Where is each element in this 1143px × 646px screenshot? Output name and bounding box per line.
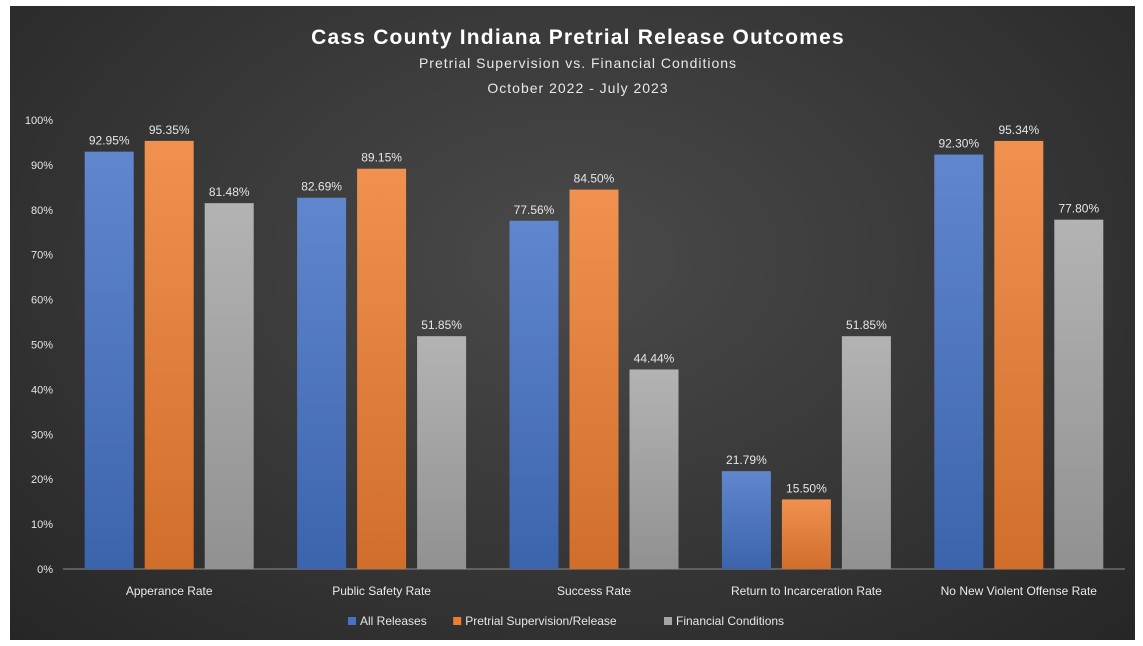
bar — [297, 197, 347, 569]
data-label: 21.79% — [726, 453, 767, 467]
y-tick-label: 60% — [31, 295, 53, 307]
legend-swatch — [453, 617, 462, 625]
data-label: 51.85% — [421, 318, 462, 332]
legend: All Releases Pretrial Supervision/Release… — [348, 614, 784, 628]
chart-panel: Cass County Indiana Pretrial Release Out… — [10, 6, 1135, 640]
legend-swatch — [664, 617, 672, 625]
data-label: 81.48% — [209, 185, 250, 199]
y-tick-label: 90% — [31, 160, 53, 172]
x-category-label: Public Safety Rate — [332, 584, 431, 598]
data-label: 95.34% — [998, 123, 1039, 137]
bar — [357, 168, 407, 570]
bar — [934, 154, 984, 569]
data-label: 15.50% — [786, 481, 827, 495]
bar — [994, 140, 1044, 569]
bar — [204, 203, 254, 570]
data-label: 51.85% — [846, 318, 887, 332]
x-category-label: No New Violent Offense Rate — [941, 584, 1098, 598]
bar — [509, 220, 559, 569]
y-tick-label: 30% — [31, 429, 53, 441]
bar — [629, 369, 679, 569]
data-label: 84.50% — [574, 172, 615, 186]
x-category-label: Success Rate — [557, 584, 631, 598]
bar — [781, 499, 831, 569]
y-tick-label: 10% — [31, 519, 53, 531]
data-label: 95.35% — [149, 123, 190, 137]
y-tick-label: 20% — [31, 474, 53, 486]
chart-subtitle-line-1: Pretrial Supervision vs. Financial Condi… — [419, 55, 737, 71]
axis-layer: 0% 10% 20% 30% 40% 50% 60% 70% 80% 90% 100% Apperan… — [25, 115, 1125, 598]
x-category-label: Return to Incarceration Rate — [731, 584, 882, 598]
bar — [841, 336, 891, 569]
y-tick-label: 0% — [37, 564, 53, 576]
y-tick-label: 80% — [31, 205, 53, 217]
bar-chart: Cass County Indiana Pretrial Release Out… — [25, 26, 1125, 628]
data-label: 92.30% — [938, 137, 979, 151]
bar — [144, 140, 194, 570]
y-tick-label: 50% — [31, 340, 53, 352]
bar — [721, 471, 771, 569]
bar — [1054, 219, 1104, 570]
bar-layer: 92.95% 95.35% 81.48% 82.69% 89.15% 51.85% 77.5… — [84, 123, 1104, 570]
y-tick-label: 100% — [25, 115, 53, 127]
chart-title: Cass County Indiana Pretrial Release Out… — [311, 26, 845, 49]
legend-label: Pretrial Supervision/Release — [465, 614, 617, 628]
bar — [84, 151, 134, 570]
data-label: 77.56% — [514, 203, 555, 217]
data-label: 89.15% — [361, 151, 402, 165]
data-label: 92.95% — [89, 134, 130, 148]
chart-subtitle-line-2: October 2022 - July 2023 — [487, 80, 668, 96]
data-label: 82.69% — [301, 180, 342, 194]
bar — [569, 189, 619, 569]
y-tick-label: 40% — [31, 384, 53, 396]
data-label: 44.44% — [634, 351, 675, 365]
bar — [417, 336, 467, 569]
legend-label: Financial Conditions — [676, 614, 784, 628]
data-label: 77.80% — [1058, 202, 1099, 216]
y-tick-label: 70% — [31, 250, 53, 262]
x-category-label: Apperance Rate — [126, 584, 213, 598]
legend-label: All Releases — [360, 614, 427, 628]
legend-swatch — [348, 617, 356, 625]
